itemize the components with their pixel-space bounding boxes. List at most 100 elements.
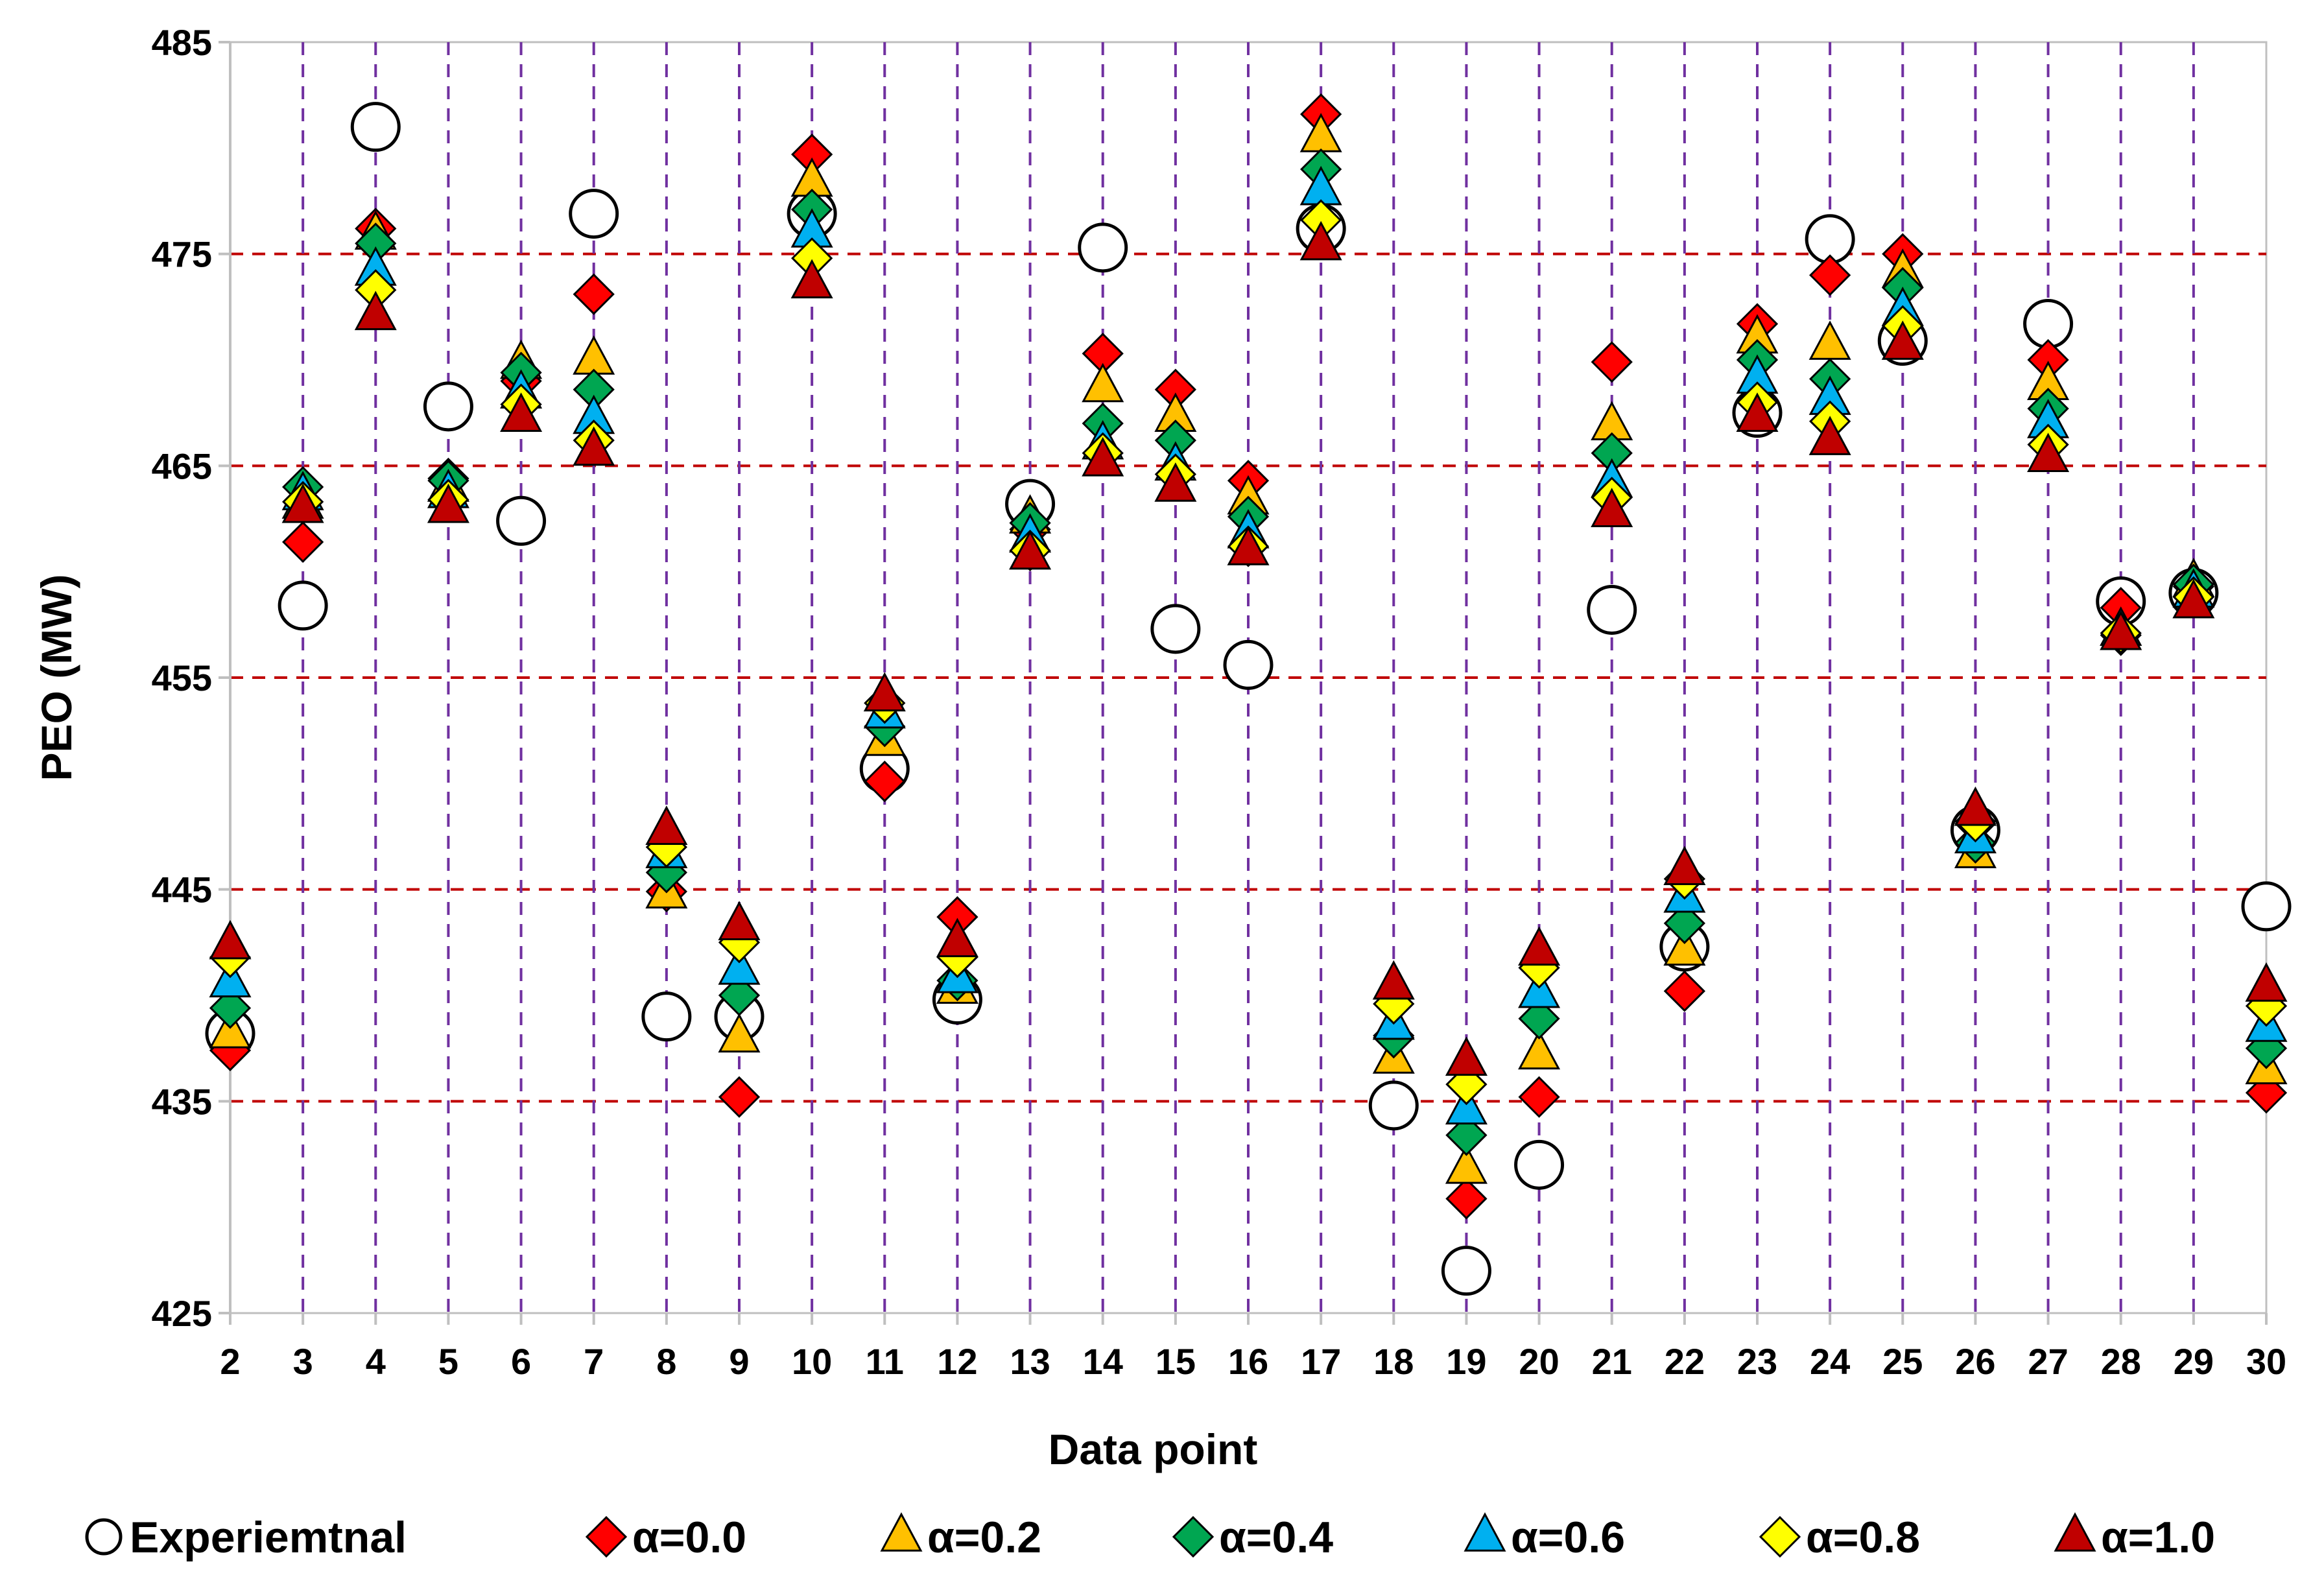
data-point — [1445, 1085, 1488, 1125]
data-point — [1445, 1036, 1488, 1076]
data-point — [1518, 1076, 1560, 1118]
x-tick-label: 2 — [220, 1341, 240, 1382]
data-point — [1587, 584, 1637, 635]
data-point — [1736, 392, 1779, 432]
data-markers — [205, 93, 2292, 1296]
legend-marker — [585, 1515, 628, 1558]
data-point — [1518, 1030, 1561, 1070]
data-point — [1663, 970, 1705, 1012]
data-point — [423, 381, 473, 432]
data-point — [573, 273, 615, 315]
data-point — [1663, 926, 1706, 966]
data-point — [209, 958, 252, 998]
data-point — [354, 290, 397, 331]
data-point — [500, 392, 543, 432]
data-point — [2241, 881, 2292, 932]
data-point — [1808, 320, 1851, 360]
y-axis-title: PEO (MW) — [32, 575, 80, 781]
data-point — [1445, 1178, 1488, 1220]
x-tick-label: 21 — [1592, 1341, 1632, 1382]
data-point — [1372, 960, 1415, 1000]
data-point — [281, 483, 324, 523]
data-point — [1223, 639, 1274, 690]
data-point — [2027, 433, 2070, 473]
data-point — [1954, 786, 1997, 826]
x-tick-label: 3 — [293, 1341, 313, 1382]
y-tick-label: 485 — [152, 22, 212, 63]
legend-label: Experiemtnal — [130, 1513, 407, 1562]
data-point — [645, 805, 688, 845]
data-point — [1441, 1246, 1491, 1296]
data-point — [278, 580, 328, 631]
x-tick-label: 22 — [1665, 1341, 1705, 1382]
data-point — [2245, 962, 2288, 1002]
legend-label: α=0.4 — [1219, 1513, 1333, 1562]
data-point — [718, 901, 761, 940]
legend-marker — [1464, 1512, 1506, 1552]
y-tick-label: 465 — [152, 445, 212, 486]
x-tick-label: 20 — [1519, 1341, 1559, 1382]
data-point — [718, 1076, 761, 1118]
data-point — [1591, 341, 1633, 383]
data-point — [1150, 604, 1201, 654]
legend-marker — [85, 1518, 123, 1556]
x-tick-label: 25 — [1882, 1341, 1923, 1382]
x-tick-label: 27 — [2028, 1341, 2068, 1382]
x-tick-label: 8 — [656, 1341, 676, 1382]
data-point — [573, 426, 615, 466]
data-point — [2172, 578, 2215, 619]
legend-marker — [2054, 1512, 2096, 1552]
x-tick-label: 9 — [729, 1341, 749, 1382]
x-tick-label: 19 — [1446, 1341, 1486, 1382]
data-point — [1082, 436, 1124, 477]
data-point — [641, 991, 692, 1042]
data-point — [282, 521, 324, 563]
legend-label: α=1.0 — [2101, 1513, 2215, 1562]
data-point — [1445, 1144, 1488, 1184]
data-point — [1808, 416, 1851, 455]
y-tick-label: 425 — [152, 1293, 212, 1334]
data-point — [1663, 902, 1705, 945]
data-point — [209, 919, 252, 960]
data-point — [1445, 1114, 1488, 1156]
data-point — [1154, 462, 1197, 502]
data-point — [863, 672, 906, 712]
y-tick-labels: 485 475 465 455 445 435 425 — [152, 22, 230, 1334]
y-tick-label: 435 — [152, 1081, 212, 1122]
data-point — [209, 987, 252, 1029]
legend-marker — [880, 1512, 923, 1552]
legend-label: α=0.2 — [927, 1513, 1041, 1562]
x-tick-label: 14 — [1083, 1341, 1123, 1382]
data-point — [1881, 320, 1924, 360]
x-tick-label: 16 — [1228, 1341, 1268, 1382]
x-tick-label: 28 — [2101, 1341, 2141, 1382]
x-tick-label: 29 — [2174, 1341, 2214, 1382]
data-point — [209, 1008, 252, 1049]
legend-label: α=0.6 — [1511, 1513, 1625, 1562]
x-tick-label: 18 — [1373, 1341, 1414, 1382]
data-point — [790, 259, 833, 299]
data-point — [2100, 610, 2142, 650]
x-tick-label: 24 — [1810, 1341, 1850, 1382]
legend-label: α=0.0 — [632, 1513, 746, 1562]
x-tick-label: 13 — [1010, 1341, 1050, 1382]
data-point — [573, 335, 615, 375]
data-point — [1518, 968, 1561, 1008]
x-tick-label: 5 — [438, 1341, 458, 1382]
data-point — [936, 918, 978, 958]
data-point — [1368, 1080, 1419, 1131]
x-tick-label: 10 — [792, 1341, 832, 1382]
x-tick-label: 6 — [511, 1341, 531, 1382]
data-point — [1009, 530, 1052, 570]
data-point — [1809, 254, 1851, 296]
data-point — [718, 974, 761, 1017]
data-point — [350, 102, 401, 152]
data-point — [1514, 1139, 1565, 1190]
x-axis-title: Data point — [1049, 1425, 1258, 1473]
data-point — [496, 495, 547, 546]
data-point — [1518, 926, 1561, 966]
data-point — [1299, 220, 1342, 261]
x-tick-label: 7 — [584, 1341, 604, 1382]
